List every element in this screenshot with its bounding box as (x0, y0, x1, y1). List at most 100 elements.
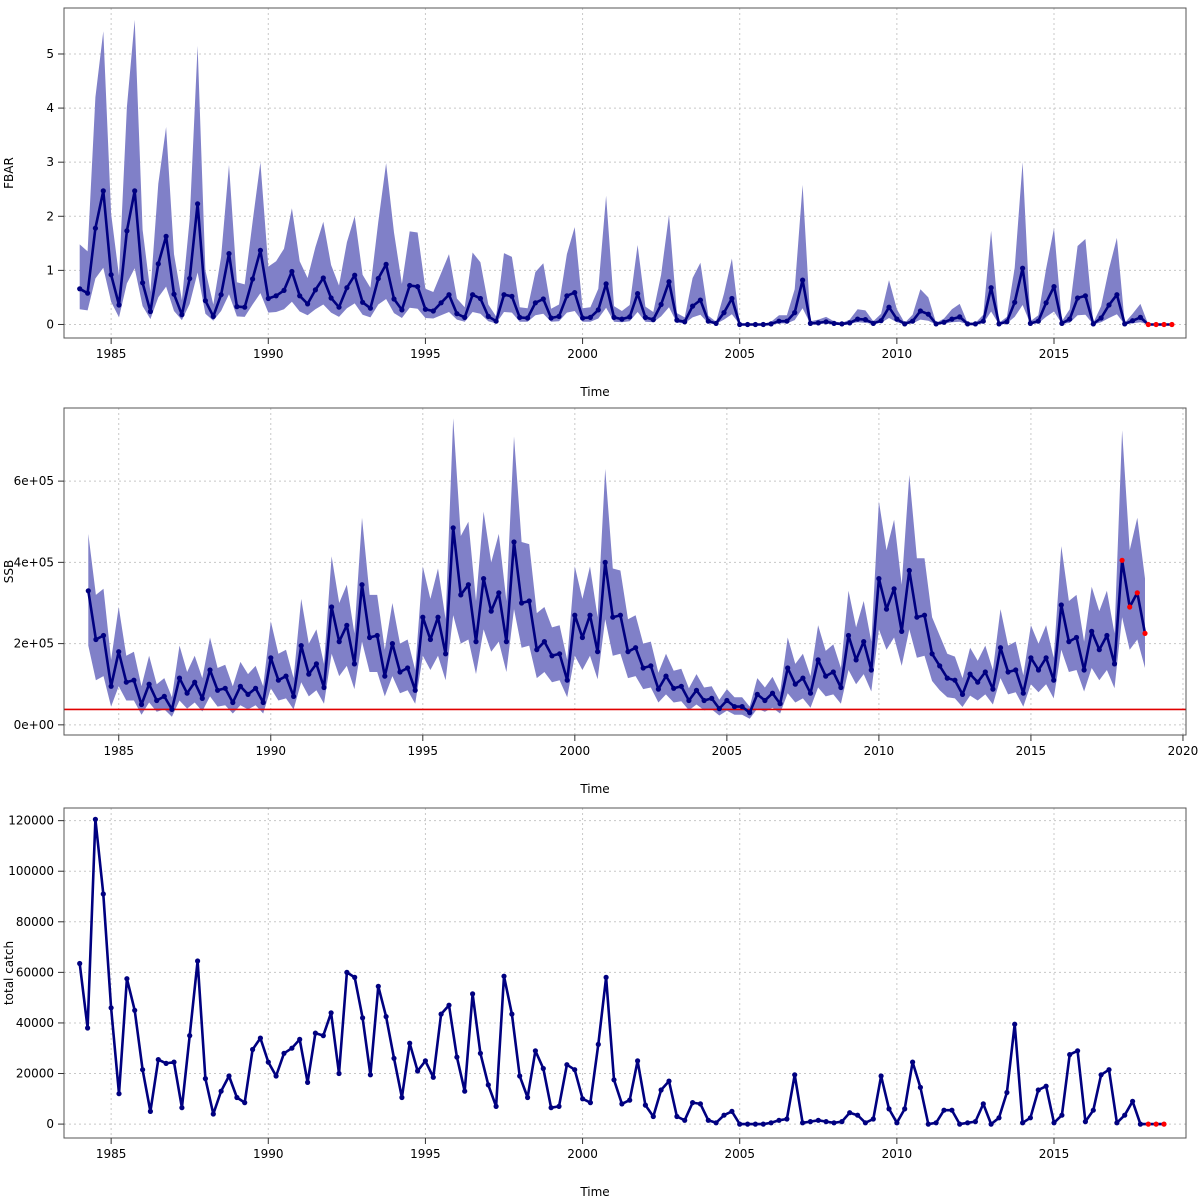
fbar-data-point (1106, 302, 1112, 308)
catch-data-point (281, 1050, 287, 1056)
catch-data-point (92, 816, 98, 822)
catch-points (77, 816, 1167, 1127)
fbar-forecast-point (1145, 321, 1151, 328)
fbar-data-point (281, 287, 287, 293)
fbar-data-point (1114, 292, 1120, 298)
fbar-data-point (760, 321, 766, 328)
catch-data-point (1082, 1119, 1088, 1125)
fbar-data-point (273, 293, 279, 299)
fbar-data-point (658, 301, 664, 308)
fbar-data-point (179, 312, 185, 318)
ssb-data-point (344, 622, 350, 628)
catch-data-point (690, 1100, 696, 1106)
ssb-data-point (230, 699, 236, 706)
fbar-x-tick-label: 2015 (1039, 347, 1070, 361)
catch-data-point (391, 1055, 397, 1061)
catch-data-point (595, 1041, 601, 1047)
fbar-data-point (752, 321, 759, 328)
fbar-data-point (328, 295, 334, 301)
catch-data-point (132, 1007, 138, 1013)
catch-series-line (78, 818, 1164, 1126)
catch-data-point (140, 1067, 146, 1073)
fbar-data-point (171, 291, 177, 297)
catch-data-point (933, 1120, 939, 1126)
ssb-x-tick-label: 1985 (103, 744, 134, 758)
catch-data-point (517, 1073, 523, 1079)
fbar-data-point (980, 318, 986, 324)
fbar-data-point (870, 320, 876, 326)
ssb-x-axis: 1985 1990 1995 2000 2005 2010 2015 2020 (103, 735, 1198, 758)
fbar-data-point (847, 320, 853, 326)
catch-data-point (383, 1014, 389, 1020)
catch-data-point (768, 1120, 774, 1126)
ssb-y-tick-label: 4e+05 (14, 555, 54, 569)
ssb-forecast-point (1134, 590, 1140, 596)
ssb-data-point (169, 706, 175, 712)
fbar-data-point (85, 290, 91, 296)
catch-x-tick-label: 2000 (567, 1147, 598, 1161)
catch-data-point (1137, 1121, 1143, 1127)
ssb-data-point (663, 673, 669, 679)
ssb-plot-frame (63, 407, 1187, 736)
fbar-data-point (564, 293, 570, 299)
fbar-data-point (352, 272, 358, 278)
fbar-data-point (525, 315, 531, 321)
ssb-data-point (1005, 669, 1011, 675)
catch-x-tick-label: 1995 (410, 1147, 441, 1161)
ssb-data-point (815, 657, 821, 663)
ssb-data-point (701, 697, 707, 704)
fbar-data-point (674, 317, 680, 323)
fbar-x-tick-label: 1995 (410, 347, 441, 361)
fbar-data-point (1130, 318, 1136, 324)
ssb-y-tick-label: 6e+05 (14, 474, 54, 488)
fbar-series-line (79, 189, 1172, 326)
catch-data-point (745, 1121, 751, 1127)
ssb-data-point (260, 699, 266, 706)
catch-data-point (1114, 1120, 1120, 1126)
ssb-data-point (405, 665, 411, 671)
fbar-data-point (132, 188, 138, 194)
catch-data-point (949, 1107, 955, 1113)
catch-data-point (1020, 1120, 1026, 1126)
catch-data-point (713, 1120, 719, 1126)
fbar-data-point (682, 319, 688, 325)
fbar-data-point (422, 306, 428, 312)
fbar-data-point (493, 318, 499, 324)
catch-forecast-point (1153, 1121, 1159, 1127)
catch-chart: 1985 1990 1995 2000 2005 2010 2015 0 20000 40000 6… (2, 807, 1187, 1199)
fbar-data-point (195, 201, 201, 207)
fbar-data-point (823, 319, 829, 325)
catch-data-point (737, 1121, 743, 1127)
fbar-x-axis-title: Time (579, 385, 609, 399)
ssb-data-point (785, 665, 791, 671)
ssb-data-point (184, 690, 190, 696)
ssb-data-point (655, 686, 662, 692)
catch-data-point (116, 1091, 122, 1097)
fbar-data-point (792, 310, 798, 316)
fbar-data-point (375, 275, 381, 282)
fbar-data-point (1075, 295, 1081, 301)
catch-data-point (831, 1120, 837, 1126)
catch-data-point (1067, 1052, 1073, 1058)
catch-data-point (855, 1112, 861, 1118)
fbar-data-point (187, 275, 193, 282)
fbar-data-point (305, 301, 311, 307)
catch-data-point (1098, 1072, 1104, 1078)
catch-data-point (250, 1046, 256, 1053)
ssb-data-point (329, 604, 335, 610)
ssb-data-point (579, 634, 586, 641)
ssb-data-point (412, 687, 418, 693)
catch-data-point (760, 1121, 766, 1127)
catch-data-point (124, 976, 130, 982)
catch-data-point (171, 1059, 177, 1065)
catch-data-point (477, 1050, 483, 1056)
catch-data-point (77, 960, 83, 967)
catch-data-point (187, 1033, 193, 1039)
catch-data-point (776, 1117, 782, 1123)
ssb-data-point (541, 639, 548, 645)
ssb-data-point (526, 598, 532, 604)
ssb-data-point (800, 675, 806, 681)
fbar-data-point (124, 228, 130, 234)
catch-data-point (540, 1065, 546, 1072)
fbar-data-point (1122, 321, 1128, 327)
